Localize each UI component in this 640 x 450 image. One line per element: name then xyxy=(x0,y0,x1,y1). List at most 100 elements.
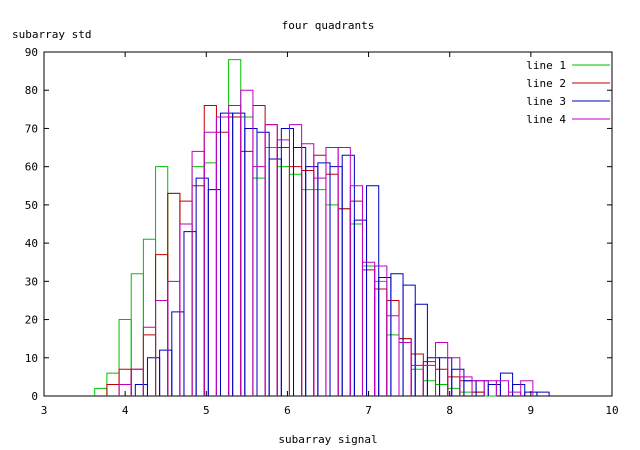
bar-series-4-bin-14 xyxy=(288,124,303,396)
bar-series-2-bin-14 xyxy=(276,147,290,396)
bar-series-3-bin-29 xyxy=(487,384,501,396)
bar-series-4-bin-33 xyxy=(520,380,534,396)
bar-series-3-bin-3 xyxy=(171,311,185,396)
bar-series-2-bin-8 xyxy=(203,105,217,396)
bar-series-1-bin-18 xyxy=(313,189,327,396)
bar-series-1-bin-8 xyxy=(191,166,205,396)
bar-series-3-bin-6 xyxy=(207,189,221,396)
bar-series-1-bin-17 xyxy=(301,189,315,396)
bar-series-3-bin-33 xyxy=(536,391,550,396)
legend-label-4: line 4 xyxy=(526,113,566,126)
bar-series-4-bin-20 xyxy=(361,261,376,396)
x-tick-label-1: 4 xyxy=(122,404,129,417)
y-tick-label-7: 70 xyxy=(25,122,38,135)
bar-series-1-bin-9 xyxy=(203,162,217,396)
bar-series-3-bin-12 xyxy=(280,127,295,396)
x-tick-label-2: 5 xyxy=(203,404,210,417)
bar-series-3-bin-10 xyxy=(256,131,270,396)
y-tick-label-2: 20 xyxy=(25,314,38,327)
y-tick-label-8: 80 xyxy=(25,84,38,97)
bar-series-1-bin-4 xyxy=(142,238,157,396)
bar-series-4-bin-15 xyxy=(301,143,315,396)
bar-series-3-bin-20 xyxy=(378,277,392,396)
bar-series-3-bin-27 xyxy=(463,380,477,396)
y-tick-label-1: 10 xyxy=(25,352,38,365)
bar-series-1-bin-24 xyxy=(386,334,400,396)
bar-series-2-bin-15 xyxy=(288,166,303,396)
x-tick-label-6: 9 xyxy=(528,404,535,417)
bar-series-1-bin-3 xyxy=(130,273,144,396)
bar-series-3-bin-13 xyxy=(293,147,307,396)
bar-series-1-bin-5 xyxy=(155,166,169,396)
bar-series-2-bin-25 xyxy=(410,353,424,396)
x-tick-label-0: 3 xyxy=(41,404,48,417)
bar-series-1-bin-20 xyxy=(337,208,351,396)
bar-series-1-bin-19 xyxy=(325,204,339,396)
bar-series-2-bin-2 xyxy=(130,368,144,396)
bar-series-3-bin-19 xyxy=(366,185,380,396)
bar-series-2-bin-7 xyxy=(191,185,205,396)
bar-series-2-bin-16 xyxy=(301,169,315,396)
bar-series-3-bin-18 xyxy=(353,219,368,396)
bar-series-3-bin-24 xyxy=(426,357,441,396)
chart-title: four quadrants xyxy=(282,19,375,32)
bar-series-2-bin-0 xyxy=(106,384,120,396)
bar-series-2-bin-27 xyxy=(435,368,449,396)
bar-series-4-bin-18 xyxy=(337,147,351,396)
bar-series-3-bin-8 xyxy=(232,112,246,396)
bar-series-1-bin-23 xyxy=(374,280,388,396)
bar-series-2-bin-21 xyxy=(361,269,376,396)
bar-series-1-bin-15 xyxy=(276,166,290,396)
bar-series-4-bin-24 xyxy=(410,364,424,396)
bar-series-4-bin-12 xyxy=(264,124,278,396)
bar-series-2-bin-29 xyxy=(459,380,473,396)
bar-series-4-bin-8 xyxy=(215,116,230,396)
bar-series-3-bin-9 xyxy=(244,127,258,396)
y-tick-label-5: 50 xyxy=(25,199,38,212)
bar-series-2-bin-22 xyxy=(374,288,388,396)
bar-series-2-bin-30 xyxy=(471,391,485,396)
x-axis-label: subarray signal xyxy=(278,433,377,446)
bar-series-3-bin-17 xyxy=(341,154,355,396)
bar-series-4-bin-32 xyxy=(508,391,522,396)
bar-series-1-bin-31 xyxy=(471,391,485,396)
x-tick-label-7: 10 xyxy=(605,404,618,417)
bar-series-3-bin-22 xyxy=(402,284,416,396)
legend-label-1: line 1 xyxy=(526,59,566,72)
bar-series-2-bin-20 xyxy=(349,200,363,396)
bar-series-2-bin-6 xyxy=(179,200,193,396)
bar-series-4-bin-30 xyxy=(483,380,497,396)
bar-series-2-bin-12 xyxy=(252,105,266,396)
bar-series-4-bin-2 xyxy=(142,326,157,396)
x-tick-label-5: 8 xyxy=(446,404,453,417)
bar-series-2-bin-10 xyxy=(228,116,242,396)
bar-series-2-bin-18 xyxy=(325,173,339,396)
bar-series-3-bin-28 xyxy=(475,380,489,396)
bar-series-4-bin-31 xyxy=(495,380,510,396)
bar-series-2-bin-26 xyxy=(422,361,437,396)
bar-series-4-bin-21 xyxy=(374,265,388,396)
bar-series-3-bin-16 xyxy=(329,166,343,396)
bar-series-2-bin-24 xyxy=(398,338,412,396)
bar-series-1-bin-6 xyxy=(167,192,181,396)
bar-series-4-bin-3 xyxy=(155,299,169,396)
bar-series-4-bin-29 xyxy=(471,380,485,396)
bar-series-4-bin-17 xyxy=(325,147,339,396)
bar-series-1-bin-21 xyxy=(349,223,363,396)
bar-series-3-bin-5 xyxy=(195,177,209,396)
bar-series-3-bin-15 xyxy=(317,162,331,396)
bar-series-1-bin-27 xyxy=(422,380,437,396)
bar-series-3-bin-4 xyxy=(183,231,197,396)
bar-series-2-bin-5 xyxy=(167,192,181,396)
bar-series-2-bin-9 xyxy=(215,131,230,396)
bar-series-4-bin-9 xyxy=(228,105,242,396)
bar-series-3-bin-7 xyxy=(219,112,234,396)
bar-series-3-bin-11 xyxy=(268,158,282,396)
y-tick-label-6: 60 xyxy=(25,161,38,174)
bar-series-2-bin-4 xyxy=(155,254,169,396)
bar-series-4-bin-1 xyxy=(130,368,144,396)
bar-series-1-bin-14 xyxy=(264,147,278,396)
bar-series-1-bin-11 xyxy=(228,59,242,396)
